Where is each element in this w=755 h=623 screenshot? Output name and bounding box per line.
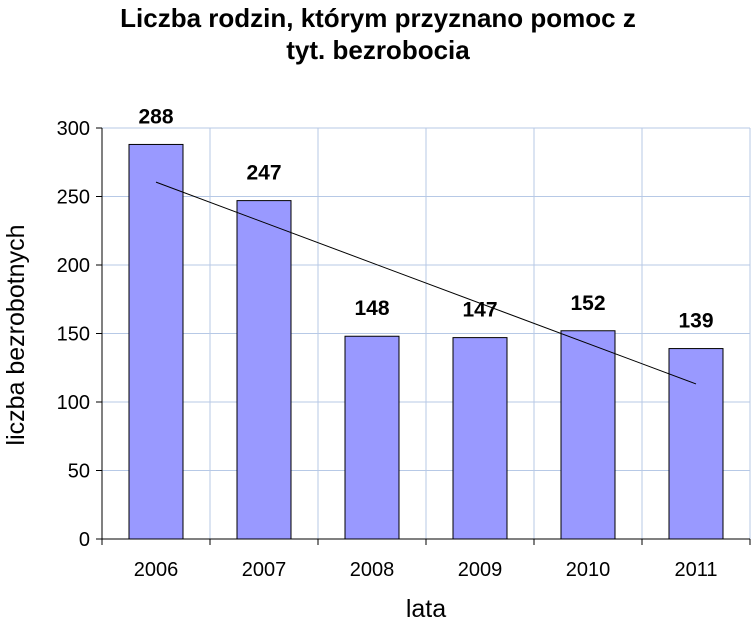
bars: [128, 143, 724, 540]
tick-labels: 0 50 100 150 200 250 300 2006 2007 2008 2009 2010 20…: [57, 118, 718, 581]
y-tick-label: 0: [79, 529, 90, 551]
data-label-2009: 147: [462, 299, 497, 322]
y-tick-label: 100: [57, 392, 90, 414]
x-tick-label: 2010: [566, 559, 611, 581]
data-label-2010: 152: [570, 292, 605, 315]
trendline: [155, 181, 697, 385]
y-tick-label: 150: [57, 324, 90, 346]
y-tick-label: 50: [68, 461, 90, 483]
bar-2009: [452, 337, 508, 540]
gridlines: [102, 127, 751, 539]
x-axis-title: lata: [406, 595, 446, 623]
data-label-2008: 148: [354, 297, 389, 320]
data-label-2011: 139: [678, 310, 713, 333]
y-axis-title: liczba bezrobotnych: [2, 225, 30, 446]
x-tick-label: 2006: [134, 559, 179, 581]
bar-2007: [236, 200, 292, 540]
y-tick-label: 250: [57, 187, 90, 209]
y-tick-label: 200: [57, 255, 90, 277]
bar-2010: [560, 330, 616, 540]
x-tick-label: 2009: [458, 559, 503, 581]
chart-title-line-2: tyt. bezrobocia: [286, 35, 470, 65]
data-label-2007: 247: [246, 162, 281, 185]
axes: [96, 127, 751, 545]
x-tick-label: 2011: [674, 559, 717, 581]
trendline-linear: [155, 181, 697, 385]
bar-2008: [344, 335, 400, 540]
data-labels: 288 247 148 147 152 139: [138, 105, 713, 332]
x-tick-label: 2007: [242, 559, 287, 581]
x-tick-label: 2008: [350, 559, 395, 581]
y-tick-label: 300: [57, 118, 90, 140]
data-label-2006: 288: [138, 105, 173, 128]
chart-title-line-1: Liczba rodzin, którym przyznano pomoc z: [120, 3, 636, 33]
bar-2006: [128, 143, 184, 540]
